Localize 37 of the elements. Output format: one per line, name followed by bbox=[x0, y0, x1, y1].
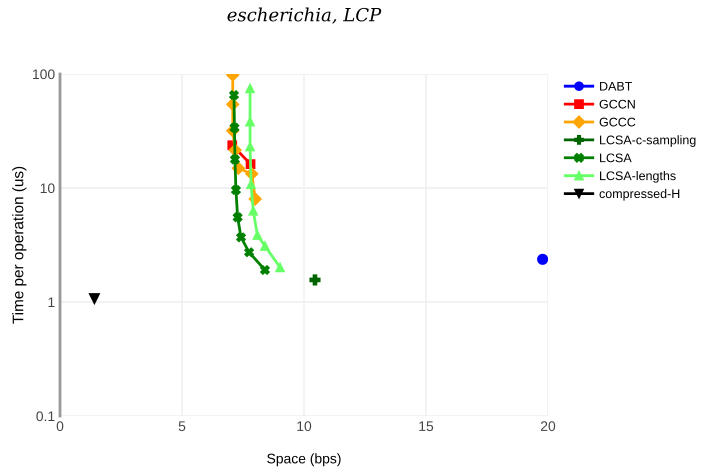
legend-label: compressed-H bbox=[600, 188, 680, 201]
point bbox=[260, 265, 270, 275]
y-tick-label: 1 bbox=[48, 297, 54, 308]
point bbox=[245, 142, 255, 152]
x-tick-label: 0 bbox=[56, 421, 64, 432]
point bbox=[309, 274, 321, 286]
point bbox=[229, 90, 239, 100]
legend-label: GCCN bbox=[600, 100, 635, 109]
point bbox=[236, 232, 246, 242]
point bbox=[245, 116, 255, 127]
y-tick-label: 100 bbox=[33, 69, 55, 80]
x-tick-label: 10 bbox=[297, 421, 312, 432]
point bbox=[246, 179, 256, 190]
x-tick-label: 15 bbox=[419, 421, 434, 432]
legend-label: LCSA-c-sampling bbox=[600, 135, 696, 147]
point bbox=[252, 230, 262, 240]
y-tick-label: 0.1 bbox=[36, 411, 54, 422]
legend-label: LCSA-lengths bbox=[600, 171, 676, 183]
x-axis-title: Space (bps) bbox=[267, 453, 341, 466]
point bbox=[244, 247, 254, 258]
y-tick-label: 10 bbox=[40, 183, 55, 194]
chart-title: escherichia, LCP bbox=[228, 8, 382, 24]
point bbox=[88, 293, 100, 304]
point bbox=[248, 206, 258, 216]
x-tick-label: 5 bbox=[178, 421, 186, 432]
y-axis-title: Time per operation (us) bbox=[12, 166, 26, 324]
point bbox=[232, 212, 242, 222]
x-tick-label: 20 bbox=[540, 421, 556, 432]
point bbox=[245, 83, 255, 94]
legend-label: GCCC bbox=[600, 118, 636, 126]
point bbox=[230, 154, 240, 164]
point bbox=[275, 262, 285, 272]
point bbox=[537, 254, 548, 265]
point bbox=[231, 185, 241, 195]
point bbox=[260, 241, 270, 251]
legend-label: LCSA bbox=[600, 153, 632, 162]
legend-label: DABT bbox=[600, 82, 632, 91]
